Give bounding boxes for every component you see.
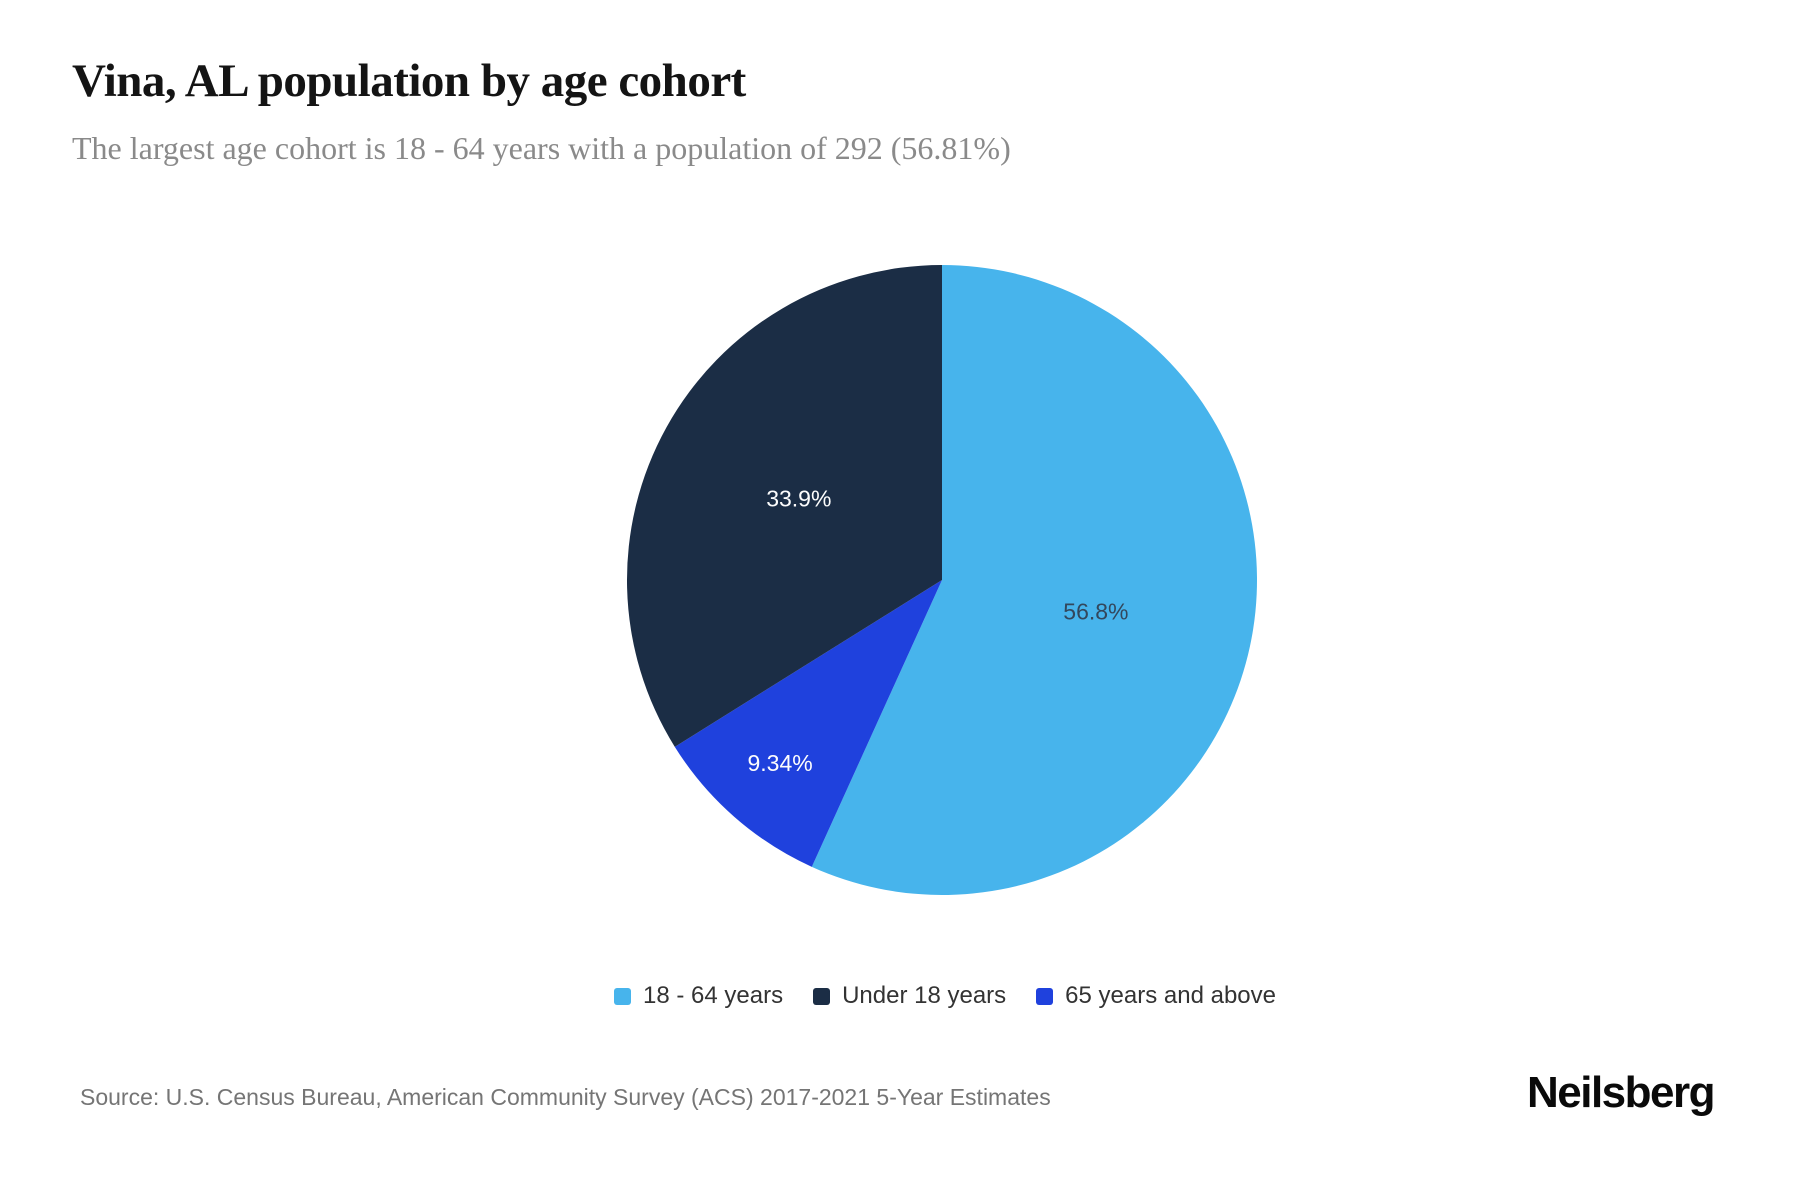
legend-item-2[interactable]: Under 18 years <box>813 982 1006 1010</box>
legend-swatch-icon <box>1036 987 1054 1005</box>
source-note: Source: U.S. Census Bureau, American Com… <box>80 1084 1051 1110</box>
chart-legend: 18 - 64 years Under 18 years 65 years and … <box>45 982 1800 1010</box>
pie-slice-2[interactable] <box>626 265 942 747</box>
chart-title: Vina, AL population by age cohort <box>72 55 746 107</box>
neilsberg-logo: Neilsberg <box>1526 1068 1716 1117</box>
pie-chart: 56.8% 9.34% 33.9% <box>626 265 1258 895</box>
legend-label: Under 18 years <box>842 982 1007 1009</box>
pie-slice-0[interactable] <box>811 265 1258 895</box>
pie-slice-label-2: 33.9% <box>766 486 831 512</box>
legend-label: 18 - 64 years <box>643 982 784 1009</box>
pie-slice-1[interactable] <box>674 580 942 867</box>
legend-swatch-icon <box>813 987 831 1005</box>
pie-chart-area: 56.8% 9.34% 33.9% <box>612 250 1272 910</box>
chart-subtitle: The largest age cohort is 18 - 64 years … <box>72 130 1011 166</box>
pie-slice-label-1: 9.34% <box>747 750 812 776</box>
pie-slice-label-0: 56.8% <box>1063 598 1128 624</box>
legend-swatch-icon <box>614 987 631 1005</box>
legend-label: 65 years and above <box>1065 982 1276 1009</box>
legend-item-1[interactable]: 65 years and above <box>1036 982 1276 1010</box>
legend-item-0[interactable]: 18 - 64 years <box>614 982 783 1010</box>
